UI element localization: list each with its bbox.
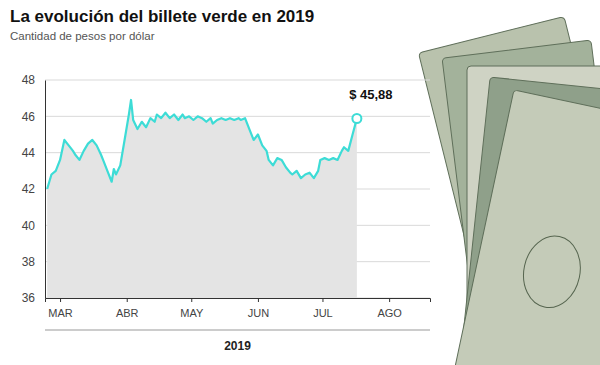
x-tick-mark [191, 298, 192, 302]
grid-line [45, 116, 430, 117]
annotation: $ 45,88 [349, 87, 392, 102]
x-tick-label: AGO [377, 307, 402, 319]
y-axis-line [45, 81, 46, 299]
separator [45, 330, 430, 331]
bill-portrait [517, 231, 587, 313]
y-tick-label: 42 [22, 182, 36, 196]
y-tick-label: 46 [22, 110, 36, 124]
y-tick: 36 [22, 291, 45, 305]
x-tick-mark [258, 298, 259, 302]
x-tick: AGO [377, 298, 402, 319]
bill [447, 90, 600, 365]
x-tick-label: JUN [248, 307, 269, 319]
subtitle: Cantidad de pesos por dólar [10, 30, 155, 42]
y-tick: 38 [22, 255, 45, 269]
x-axis-title: 2019 [224, 339, 251, 353]
y-tick-label: 44 [22, 146, 36, 160]
x-tick: MAY [180, 298, 204, 319]
y-tick-label: 38 [22, 255, 36, 269]
x-axis-line [46, 299, 431, 303]
y-tick: 42 [22, 182, 45, 196]
title: La evolución del billete verde en 2019 [10, 7, 314, 26]
decoration [419, 17, 600, 365]
x-tick: JUN [248, 298, 269, 319]
x-tick-mark [389, 298, 390, 302]
x-tick-label: MAY [180, 307, 204, 319]
y-tick-label: 40 [22, 219, 36, 233]
y-tick-label: 48 [22, 73, 36, 87]
x-tick-label: ABR [116, 307, 139, 319]
x-tick-mark [322, 298, 323, 302]
y-tick: 40 [22, 219, 45, 233]
y-axis: 36 38 40 42 44 46 48 [22, 73, 46, 305]
x-tick-mark [60, 298, 61, 302]
x-tick: ABR [116, 298, 139, 319]
chart: La evolución del billete verde en 2019 Ca… [0, 0, 600, 365]
y-tick: 44 [22, 146, 45, 160]
x-tick: JUL [313, 298, 333, 319]
x-axis: MAR ABR MAY JUN JUL AGO [46, 298, 431, 319]
grid-line [45, 80, 430, 81]
plot-area [47, 100, 361, 298]
x-tick-label: JUL [313, 307, 333, 319]
line [47, 100, 357, 189]
x-tick-label: MAR [48, 307, 72, 319]
x-tick-mark [127, 298, 128, 302]
grid [45, 80, 430, 298]
end-marker [352, 114, 361, 123]
x-tick: MAR [48, 298, 72, 319]
y-tick: 46 [22, 110, 45, 124]
y-tick-label: 36 [22, 291, 36, 305]
y-tick: 48 [22, 73, 45, 87]
area [47, 100, 357, 298]
